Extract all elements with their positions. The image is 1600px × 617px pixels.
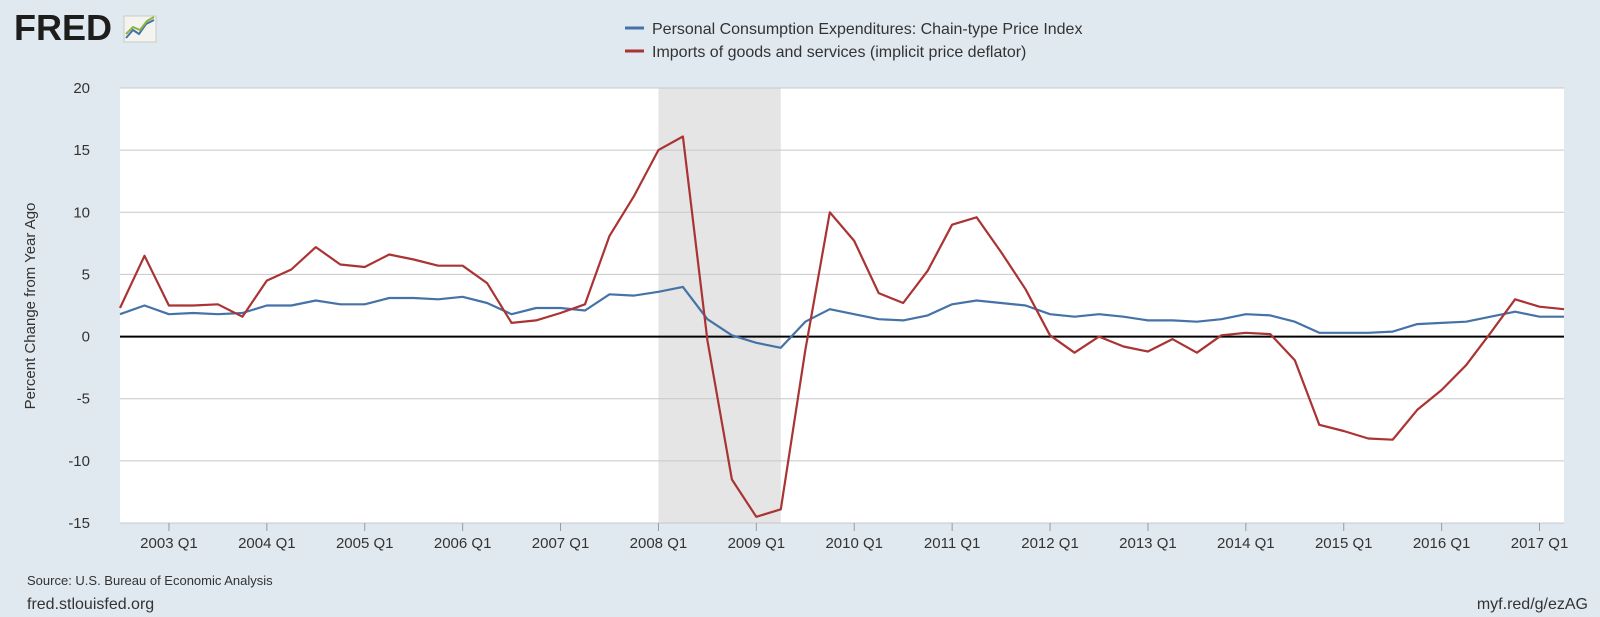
short-url-link[interactable]: myf.red/g/ezAG [1477,596,1588,613]
recession-band-0 [658,88,781,523]
recession-shading [658,88,781,523]
source-note: Source: U.S. Bureau of Economic Analysis [27,573,273,588]
legend-item-pce[interactable]: Personal Consumption Expenditures: Chain… [625,21,1082,38]
legend-label-pce: Personal Consumption Expenditures: Chain… [652,21,1082,38]
x-tick-label: 2011 Q1 [924,535,980,552]
x-tick-label: 2008 Q1 [630,535,688,552]
legend: Personal Consumption Expenditures: Chain… [625,21,1082,61]
fred-logo-chart-icon [123,15,157,43]
plot-area [120,88,1564,523]
x-tick-label: 2006 Q1 [434,535,492,552]
x-tick-label: 2014 Q1 [1217,535,1275,552]
x-tick-label: 2004 Q1 [238,535,296,552]
x-tick-label: 2009 Q1 [728,535,786,552]
x-tick-label: 2017 Q1 [1511,535,1569,552]
x-tick-label: 2016 Q1 [1413,535,1471,552]
y-tick-label: 15 [73,142,90,159]
x-tick-label: 2003 Q1 [140,535,198,552]
fred-logo[interactable]: FRED [14,7,157,48]
y-tick-label: -15 [68,515,90,532]
x-tick-label: 2012 Q1 [1021,535,1079,552]
legend-item-imports[interactable]: Imports of goods and services (implicit … [625,44,1026,61]
x-tick-label: 2007 Q1 [532,535,590,552]
x-tick-label: 2010 Q1 [825,535,883,552]
y-tick-label: 20 [73,80,90,97]
series-line-0 [119,285,1564,349]
gridlines [120,87,1564,524]
site-link[interactable]: fred.stlouisfed.org [27,596,154,613]
fred-logo-text: FRED [14,7,112,48]
y-tick-label: 0 [82,329,90,346]
legend-label-imports: Imports of goods and services (implicit … [652,44,1026,61]
y-axis-ticks: -15 -10 -5 0 5 10 15 20 [68,80,90,532]
y-axis-label: Percent Change from Year Ago [22,203,39,410]
series-lines [119,135,1565,518]
series-line-1 [119,135,1565,518]
y-tick-label: 10 [73,204,90,221]
x-tick-label: 2013 Q1 [1119,535,1177,552]
y-tick-label: -5 [77,391,90,408]
y-tick-label: -10 [68,453,90,470]
x-tick-label: 2005 Q1 [336,535,394,552]
y-tick-label: 5 [82,266,90,283]
x-tick-label: 2015 Q1 [1315,535,1373,552]
x-axis-ticks: 2003 Q1 2004 Q1 2005 Q1 2006 Q1 2007 Q1 2008 … [140,523,1568,552]
